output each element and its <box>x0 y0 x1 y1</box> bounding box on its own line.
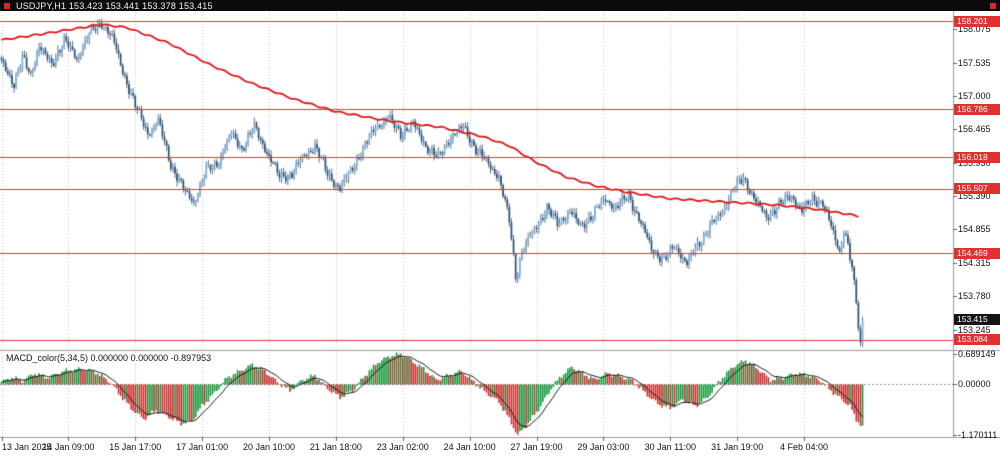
macd-indicator-label: MACD_color(5,34,5) 0.000000 0.000000 -0.… <box>4 353 214 363</box>
chart-title-bar: USDJPY,H1 153.423 153.441 153.378 153.41… <box>0 0 1000 11</box>
window-marker-right-icon <box>990 3 996 9</box>
symbol-ohlc-readout: USDJPY,H1 153.423 153.441 153.378 153.41… <box>16 1 213 11</box>
window-marker-icon <box>4 3 10 9</box>
